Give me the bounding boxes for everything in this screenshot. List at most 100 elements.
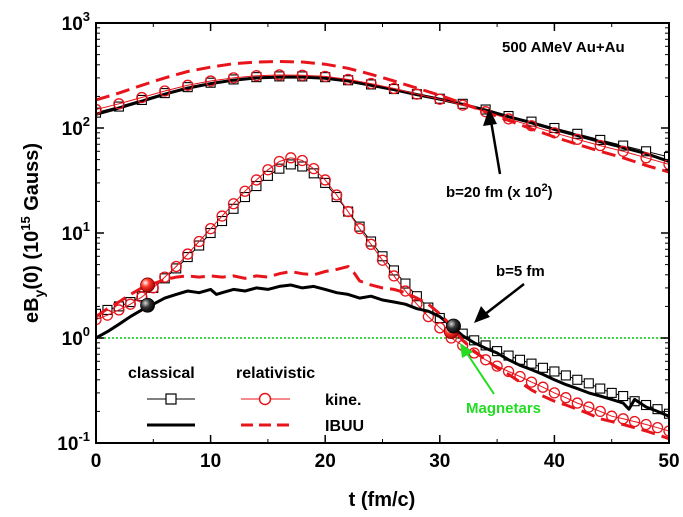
data-point-circle	[285, 152, 297, 164]
data-point-circle	[663, 158, 669, 171]
data-point-circle	[159, 85, 171, 97]
marker-layer	[140, 277, 461, 340]
series-line	[96, 283, 669, 418]
data-point-square	[239, 191, 251, 203]
data-point-square	[595, 383, 606, 394]
data-point-square	[262, 170, 273, 181]
data-point-circle	[331, 189, 343, 201]
data-point-circle	[640, 152, 652, 164]
ball-marker-red	[140, 277, 155, 293]
data-point-circle	[308, 163, 320, 175]
data-point-circle	[342, 73, 354, 86]
data-point-circle	[296, 69, 308, 81]
data-point-square	[549, 366, 560, 377]
series-line	[96, 75, 669, 163]
b20-annotation-text: b=20 fm (x 10	[446, 184, 541, 201]
y-axis-title-sup: 15	[18, 216, 33, 230]
data-point-circle	[319, 70, 331, 83]
series-b5_classical_ibuu	[96, 283, 669, 418]
data-point-circle	[388, 82, 400, 95]
data-point-circle	[548, 387, 561, 399]
data-point-circle	[113, 98, 125, 110]
data-point-circle	[434, 93, 446, 105]
b20-annotation-close: )	[548, 184, 553, 201]
legend: classical relativistic kine. IBUU	[128, 365, 364, 435]
series-b20_relativistic_kine	[96, 69, 669, 171]
data-point-circle	[124, 298, 137, 310]
data-point-square	[663, 151, 669, 163]
series-line	[96, 157, 669, 432]
data-point-circle	[262, 164, 274, 176]
data-point-square	[606, 387, 617, 398]
data-point-circle	[583, 401, 595, 413]
data-point-square	[537, 362, 548, 373]
data-point-circle	[136, 91, 148, 104]
y-tick-label: 10-1	[57, 429, 90, 455]
x-axis-title: t (fm/c)	[349, 489, 416, 511]
x-tick-label: 10	[200, 451, 221, 472]
data-point-circle	[159, 271, 171, 283]
data-point-circle	[319, 174, 331, 186]
data-point-circle	[502, 365, 515, 378]
data-point-circle	[571, 397, 583, 409]
data-point-circle	[571, 133, 583, 145]
b5-arrow	[474, 283, 525, 323]
data-point-circle	[514, 370, 526, 383]
data-point-circle	[204, 223, 217, 235]
legend-kine: kine.	[325, 392, 361, 409]
data-point-circle	[296, 154, 308, 167]
data-point-circle	[227, 198, 240, 210]
y-tick-label: 102	[62, 114, 90, 140]
y-axis-title-sub: y	[31, 289, 47, 297]
data-point-circle	[182, 248, 194, 260]
data-point-circle	[113, 304, 125, 316]
data-point-circle	[365, 77, 377, 90]
legend-classical: classical	[128, 365, 195, 382]
series-line	[96, 59, 669, 174]
data-point-circle	[239, 185, 251, 197]
x-tick-label: 30	[429, 451, 450, 472]
data-point-square	[285, 159, 296, 170]
chart-title: 500 AMeV Au+Au	[502, 39, 625, 56]
ball-marker-black	[140, 297, 155, 313]
data-point-circle	[594, 139, 606, 152]
series-b5_relativistic_ibuu	[96, 264, 669, 441]
y-axis-title: eBy(0) (1015 Gauss)	[18, 143, 47, 323]
data-point-square	[251, 180, 262, 192]
data-point-square	[400, 278, 411, 289]
data-point-circle	[537, 381, 549, 393]
y-tick-label: 103	[62, 9, 90, 35]
legend-relativistic-kine-sample	[241, 392, 290, 406]
data-point-circle	[353, 223, 366, 235]
tick-layer: 0 10 20 30 40 50 10-1 100 101 102 103	[57, 9, 679, 472]
data-point-circle	[651, 422, 664, 434]
y-axis-title-main: eB	[21, 297, 43, 323]
magnetars-label: Magnetars	[466, 400, 541, 417]
data-point-circle	[663, 425, 669, 437]
data-point-square	[572, 374, 583, 385]
data-point-circle	[273, 69, 286, 81]
data-point-circle	[216, 210, 228, 222]
legend-ibuu: IBUU	[325, 418, 364, 435]
data-point-square	[618, 390, 629, 402]
y-axis-title-rest: (0) (10	[21, 231, 43, 290]
data-point-circle	[365, 238, 377, 250]
data-point-circle	[525, 376, 538, 388]
legend-classical-kine-sample	[147, 393, 195, 405]
b20-arrow	[483, 108, 502, 175]
series-layer	[96, 59, 669, 441]
data-point-circle	[342, 205, 354, 218]
x-tick-label: 20	[315, 451, 336, 472]
b20-annotation-sup: 2	[541, 182, 547, 194]
data-point-circle	[182, 79, 194, 91]
data-point-square	[297, 161, 308, 172]
b5-annotation: b=5 fm	[496, 263, 545, 280]
data-point-circle	[560, 392, 572, 404]
y-tick-label: 101	[62, 219, 90, 245]
data-point-circle	[273, 155, 286, 168]
y-axis-title-tail: Gauss)	[21, 143, 43, 216]
data-point-circle	[434, 322, 446, 334]
data-point-circle	[170, 260, 182, 273]
b20-annotation: b=20 fm (x 102)	[446, 182, 553, 201]
